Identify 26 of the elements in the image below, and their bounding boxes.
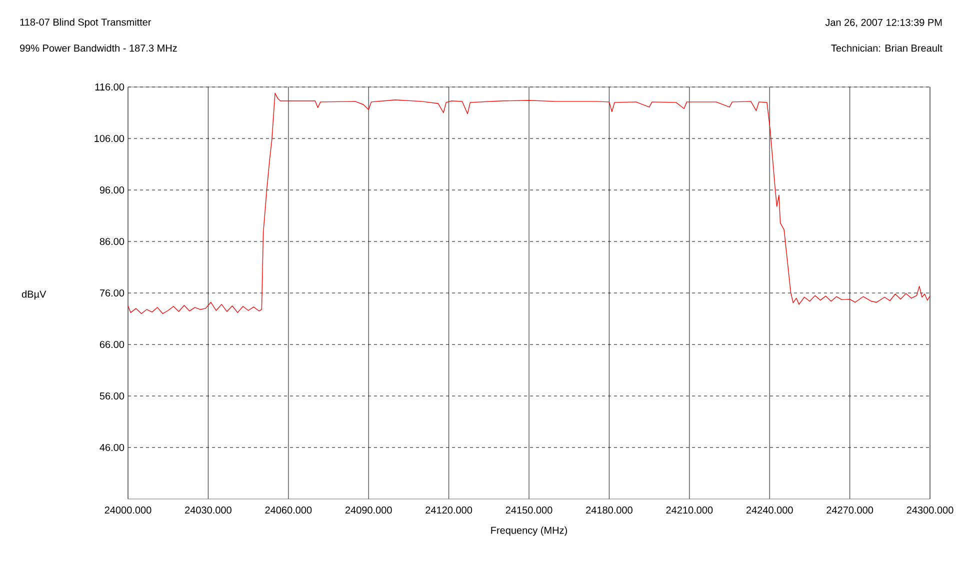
x-tick-label: 24300.000 — [906, 506, 954, 514]
y-tick-label: 56.00 — [100, 392, 124, 400]
line-series — [128, 92, 930, 314]
x-tick-label: 24000.000 — [104, 506, 152, 514]
y-axis-title: dBµV — [22, 290, 46, 300]
x-tick-label: 24030.000 — [185, 506, 232, 514]
x-tick-label: 24120.000 — [426, 506, 472, 514]
y-tick-label: 106.00 — [94, 134, 124, 142]
x-tick-label: 24090.000 — [345, 506, 392, 514]
x-tick-label: 24210.000 — [666, 506, 713, 514]
chart-subtitle: 99% Power Bandwidth - 187.3 MHz — [20, 44, 177, 52]
x-tick-label: 24240.000 — [746, 506, 793, 514]
text: Jan 26, 2007 12:13:39 PM — [825, 18, 942, 28]
x-tick-label: 24150.000 — [506, 506, 552, 514]
y-tick-label: 116.00 — [95, 83, 124, 91]
x-tick-label: 24180.000 — [586, 506, 632, 514]
x-axis-title: Frequency (MHz) — [491, 526, 567, 536]
y-tick-label: 96.00 — [100, 186, 124, 194]
y-tick-label: 46.00 — [100, 444, 124, 452]
y-tick-label: 76.00 — [100, 289, 124, 297]
x-tick-label: 24270.000 — [826, 506, 874, 514]
x-tick-label: 24060.000 — [265, 506, 312, 514]
y-tick-label: 66.00 — [100, 340, 124, 348]
chart-title: 118-07 Blind Spot Transmitter — [20, 18, 152, 28]
y-tick-label: 86.00 — [100, 238, 124, 246]
text: Technician: Brian Breault — [831, 44, 942, 52]
